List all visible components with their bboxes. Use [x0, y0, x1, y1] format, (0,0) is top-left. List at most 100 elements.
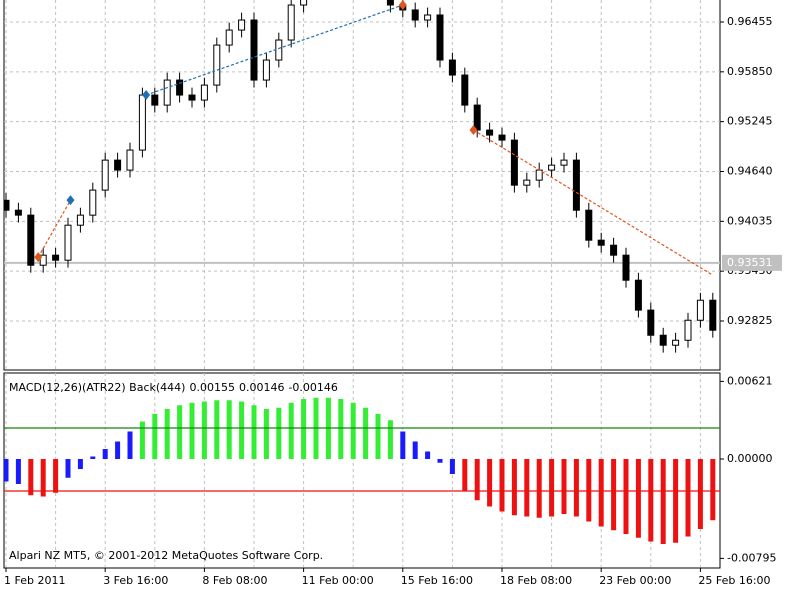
- candle-body: [622, 254, 630, 281]
- candle-body: [27, 214, 35, 266]
- candle-body: [101, 159, 109, 191]
- y-tick-label: 0.96455: [727, 15, 773, 28]
- histogram-bar: [648, 459, 654, 542]
- histogram-bar: [177, 405, 183, 459]
- candle-body: [684, 319, 692, 341]
- candle-body: [672, 339, 680, 346]
- y-tick-label: 0.95245: [727, 115, 773, 128]
- zigzag-line: [37, 199, 72, 258]
- candle-body: [498, 134, 506, 141]
- candle-body: [448, 59, 456, 76]
- last-price-box: [722, 254, 782, 271]
- histogram-bar: [487, 459, 493, 507]
- candle-body: [39, 254, 47, 266]
- zigzag-line: [473, 129, 714, 276]
- candle-body: [411, 9, 419, 21]
- last-price-label: 0.93531: [727, 256, 773, 269]
- histogram-bar: [573, 459, 579, 517]
- indicator-label: MACD(12,26)(ATR22) Back(444) 0.00155 0.001…: [9, 381, 338, 394]
- histogram-bar: [449, 459, 455, 474]
- candle-body: [287, 4, 295, 41]
- copyright: Alpari NZ MT5, © 2001-2012 MetaQuotes So…: [9, 549, 323, 562]
- x-tick-label: 1 Feb 2011: [4, 574, 65, 587]
- main-panel: [3, 0, 721, 371]
- histogram-bar: [524, 459, 530, 517]
- x-tick-label: 25 Feb 16:00: [698, 574, 770, 587]
- histogram-bar: [511, 459, 517, 516]
- candle-body: [262, 59, 270, 81]
- histogram-bar: [561, 459, 567, 514]
- histogram-bar: [412, 441, 418, 459]
- x-tick-label: 3 Feb 16:00: [103, 574, 168, 587]
- histogram-bar: [586, 459, 592, 522]
- histogram-bar: [350, 402, 356, 459]
- histogram-bar: [288, 402, 294, 459]
- histogram-bar: [425, 451, 431, 459]
- histogram-bar: [201, 401, 207, 459]
- candle-body: [572, 159, 580, 211]
- candle-body: [709, 299, 717, 331]
- histogram-bar: [115, 441, 121, 459]
- marker: [469, 125, 478, 136]
- candle-body: [188, 94, 196, 101]
- y-tick-label: 0.00000: [727, 452, 773, 465]
- x-tick-label: 23 Feb 00:00: [599, 574, 671, 587]
- candle-body: [523, 179, 531, 186]
- histogram-bar: [499, 459, 505, 512]
- histogram-bar: [152, 414, 158, 459]
- histogram-bar: [437, 459, 443, 463]
- histogram-bar: [4, 459, 9, 482]
- candle-body: [126, 149, 134, 171]
- histogram-bar: [15, 459, 21, 484]
- y-tick-label: 0.92825: [727, 314, 773, 327]
- histogram-bar: [536, 459, 542, 518]
- histogram-bar: [400, 431, 406, 459]
- histogram-bar: [685, 459, 691, 537]
- x-tick-label: 18 Feb 08:00: [500, 574, 572, 587]
- candle-body: [275, 39, 283, 61]
- candle-body: [548, 164, 556, 171]
- histogram-bar: [474, 459, 480, 501]
- candle-body: [14, 209, 22, 216]
- histogram-bar: [549, 459, 555, 517]
- candle-body: [436, 14, 444, 61]
- histogram-bar: [660, 459, 666, 544]
- candle-body: [89, 189, 97, 216]
- marker: [34, 252, 43, 263]
- histogram-bar: [462, 459, 468, 492]
- candle-body: [560, 159, 568, 166]
- candle-body: [4, 199, 10, 211]
- histogram-bar: [363, 407, 369, 459]
- y-tick-label: 0.95850: [727, 65, 773, 78]
- candle-body: [535, 169, 543, 181]
- y-tick-label: 0.94640: [727, 164, 773, 177]
- candle-body: [138, 94, 146, 151]
- candle-body: [176, 79, 184, 96]
- candle-body: [250, 19, 258, 81]
- histogram-bar: [164, 409, 170, 459]
- candle-body: [486, 129, 494, 136]
- x-tick-label: 15 Feb 16:00: [401, 574, 473, 587]
- candle-body: [696, 299, 704, 321]
- histogram-bar: [338, 399, 344, 459]
- histogram-bar: [276, 407, 282, 459]
- candle-body: [52, 254, 60, 261]
- indicator-name: MACD(12,26)(ATR22) Back(444): [9, 381, 185, 394]
- histogram-bar: [697, 459, 703, 529]
- candle-body: [114, 159, 122, 171]
- candle-body: [659, 334, 667, 346]
- histogram-bar: [139, 421, 145, 459]
- y-tick-label: 0.94035: [727, 214, 773, 227]
- histogram-bar: [127, 431, 133, 459]
- histogram-bar: [387, 420, 393, 459]
- histogram-bar: [611, 459, 617, 531]
- candle-body: [163, 79, 171, 106]
- histogram-bar: [673, 459, 679, 543]
- histogram-bar: [189, 402, 195, 459]
- histogram-bar: [90, 456, 96, 459]
- candle-body: [461, 74, 469, 106]
- histogram-bar: [77, 459, 83, 469]
- histogram-bar: [102, 449, 108, 459]
- candle-body: [200, 84, 208, 101]
